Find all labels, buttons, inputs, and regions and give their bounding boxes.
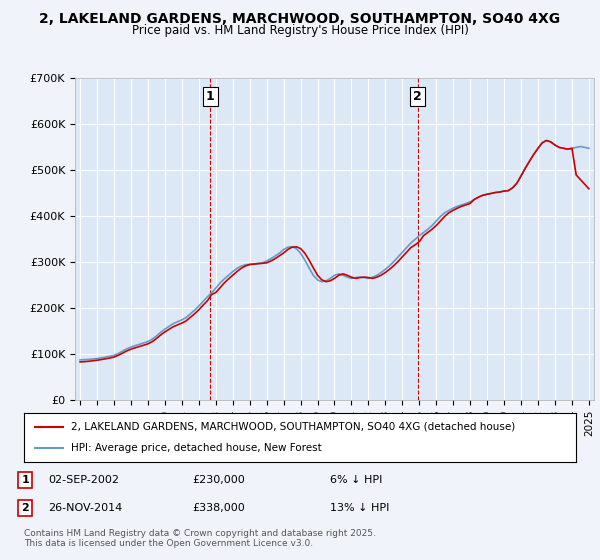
Text: 02-SEP-2002: 02-SEP-2002 [48, 475, 119, 485]
Text: 2, LAKELAND GARDENS, MARCHWOOD, SOUTHAMPTON, SO40 4XG (detached house): 2, LAKELAND GARDENS, MARCHWOOD, SOUTHAMP… [71, 422, 515, 432]
Text: Contains HM Land Registry data © Crown copyright and database right 2025.
This d: Contains HM Land Registry data © Crown c… [24, 529, 376, 548]
Text: 13% ↓ HPI: 13% ↓ HPI [330, 503, 389, 513]
Text: £230,000: £230,000 [192, 475, 245, 485]
Text: 26-NOV-2014: 26-NOV-2014 [48, 503, 122, 513]
Text: HPI: Average price, detached house, New Forest: HPI: Average price, detached house, New … [71, 443, 322, 453]
Text: Price paid vs. HM Land Registry's House Price Index (HPI): Price paid vs. HM Land Registry's House … [131, 24, 469, 37]
Text: 6% ↓ HPI: 6% ↓ HPI [330, 475, 382, 485]
Text: 2, LAKELAND GARDENS, MARCHWOOD, SOUTHAMPTON, SO40 4XG: 2, LAKELAND GARDENS, MARCHWOOD, SOUTHAMP… [40, 12, 560, 26]
Text: 1: 1 [206, 90, 215, 102]
Text: 2: 2 [413, 90, 422, 102]
Text: 1: 1 [22, 475, 29, 485]
Text: 2: 2 [22, 503, 29, 513]
Text: £338,000: £338,000 [192, 503, 245, 513]
